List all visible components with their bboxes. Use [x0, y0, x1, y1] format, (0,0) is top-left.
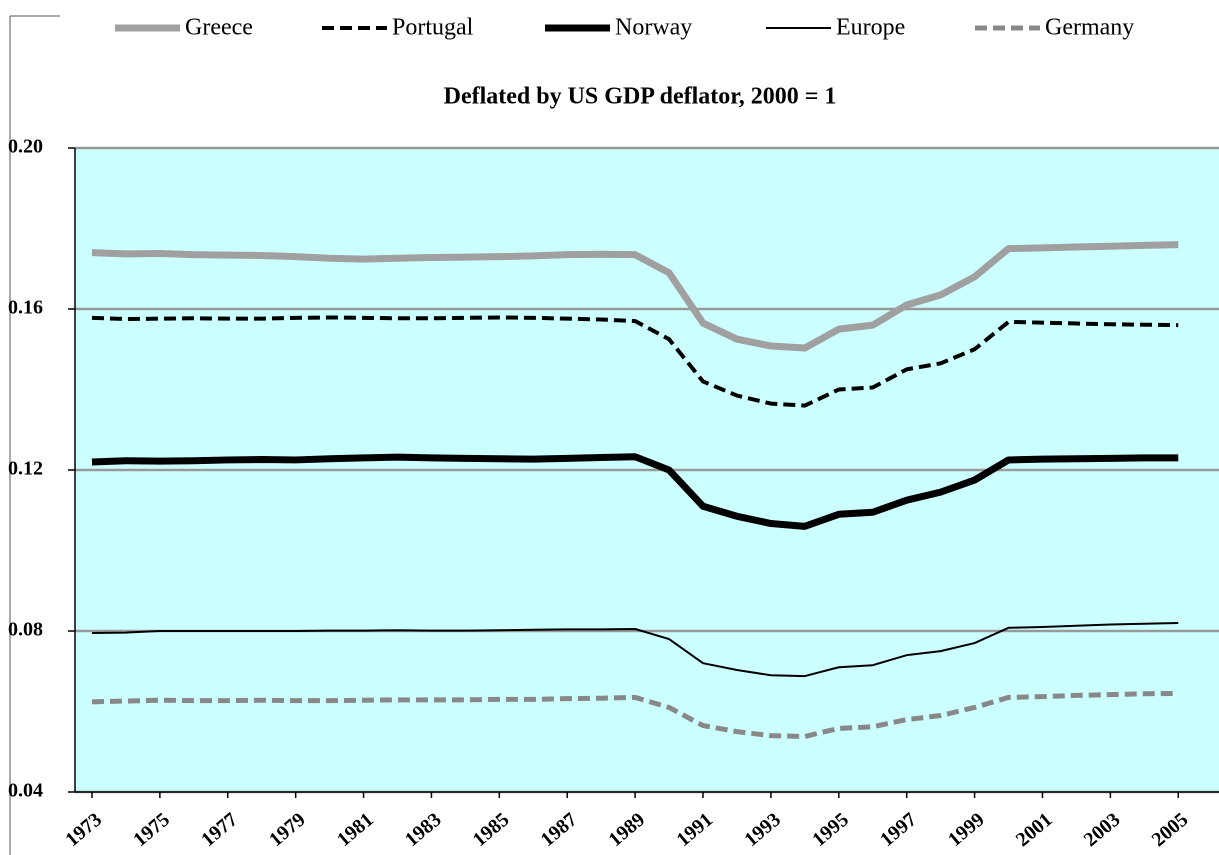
legend-item: Portugal [322, 15, 474, 41]
x-tick-label: 1985 [469, 808, 514, 851]
legend-item: Greece [115, 15, 253, 41]
y-tick-label: 0.16 [8, 297, 43, 319]
x-tick-label: 2005 [1148, 808, 1193, 851]
series-line [91, 690, 1179, 739]
y-tick-label: 0.04 [8, 780, 43, 802]
legend-item: Europe [766, 15, 905, 41]
x-tick-label: 1991 [672, 808, 717, 851]
series-line [91, 453, 1179, 530]
y-tick-label: 0.12 [8, 458, 43, 480]
x-tick-label: 1999 [944, 808, 989, 851]
x-tick-label: 1997 [876, 808, 921, 851]
legend-label: Greece [185, 15, 253, 41]
y-tick-label: 0.08 [8, 619, 43, 641]
legend-item: Norway [545, 15, 692, 41]
legend-label: Germany [1045, 15, 1134, 41]
series-line [91, 315, 1179, 408]
legend-label: Europe [836, 15, 905, 41]
chart-title: Deflated by US GDP deflator, 2000 = 1 [444, 84, 837, 110]
legend-label: Portugal [392, 15, 474, 41]
x-tick-label: 1989 [605, 808, 650, 851]
x-tick-label: 1987 [537, 808, 582, 851]
x-tick-label: 1993 [740, 808, 785, 851]
series-line [91, 621, 1179, 678]
legend-label: Norway [615, 15, 692, 41]
y-tick-label: 0.20 [8, 136, 43, 158]
x-tick-label: 1995 [808, 808, 853, 851]
series-line [91, 241, 1179, 352]
x-tick-label: 1975 [129, 808, 174, 851]
legend-item: Germany [975, 15, 1134, 41]
x-tick-label: 1981 [333, 808, 378, 851]
x-tick-label: 1983 [401, 808, 446, 851]
x-tick-label: 1973 [61, 808, 106, 851]
x-tick-label: 1977 [197, 808, 242, 851]
x-tick-label: 2001 [1012, 808, 1057, 851]
x-tick-label: 2003 [1080, 808, 1125, 851]
x-tick-label: 1979 [265, 808, 310, 851]
